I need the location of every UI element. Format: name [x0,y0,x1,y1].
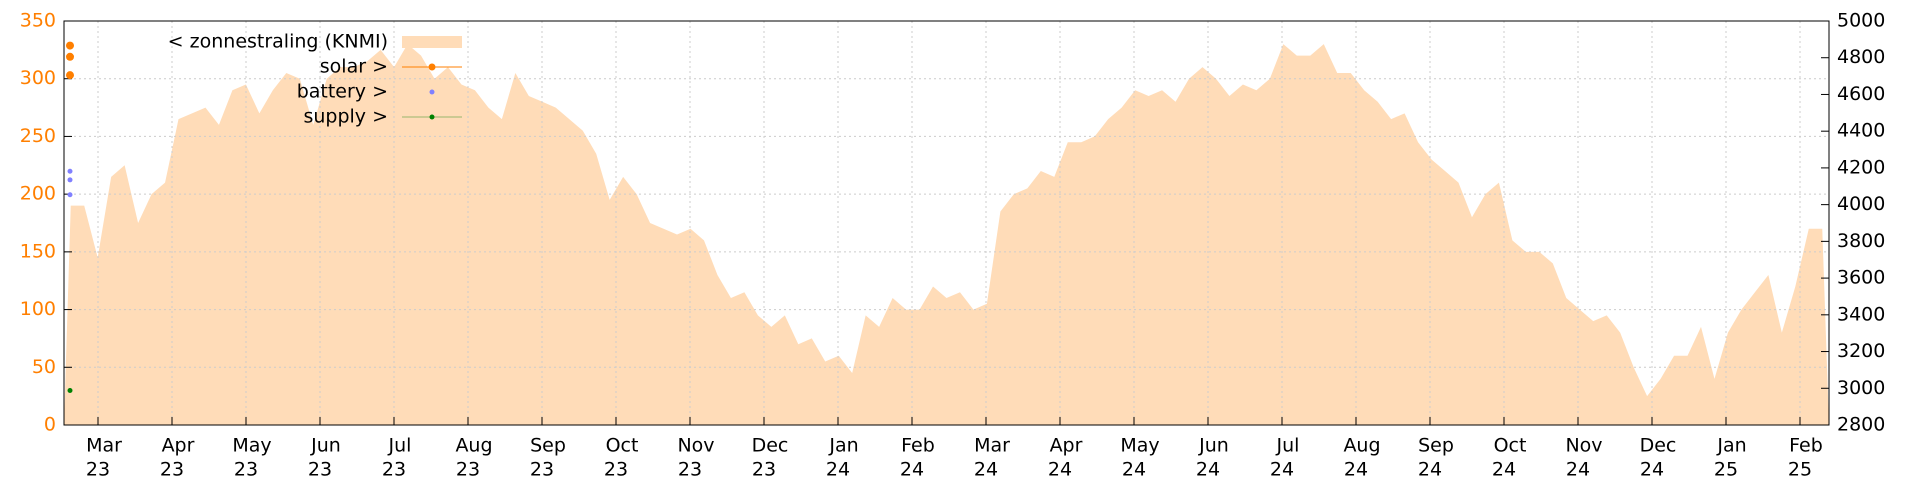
x-tick-label: Dec [752,435,789,457]
x-tick-label: 24 [974,459,998,480]
legend-marker [429,114,435,120]
x-tick-label: Jul [388,435,412,457]
x-tick-label: Sep [530,435,566,457]
y-tick-label: 150 [20,240,56,262]
legend-label: supply > [303,106,388,128]
x-tick-label: 24 [1196,459,1220,480]
y-tick-label: 350 [20,10,56,32]
x-tick-label: 24 [1122,459,1146,480]
y2-tick-label: 4800 [1837,46,1885,68]
y-tick-label: 300 [20,67,56,89]
y2-tick-label: 4600 [1837,83,1885,105]
x-tick-label: Feb [901,435,935,457]
x-tick-label: May [1120,435,1159,457]
y2-tick-label: 2800 [1837,414,1885,436]
x-tick-label: Jan [828,435,858,457]
y2-tick-label: 4000 [1837,193,1885,215]
legend-label: solar > [320,56,388,78]
legend-swatch [402,36,462,48]
point [66,52,74,61]
x-tick-label: Mar [86,435,122,457]
x-tick-label: 23 [752,459,776,480]
x-tick-label: Mar [974,435,1010,457]
legend-label: battery > [297,81,388,103]
x-tick-label: 25 [1714,459,1738,480]
x-tick-label: 24 [1048,459,1072,480]
x-tick-label: Sep [1418,435,1454,457]
x-tick-label: Jan [1716,435,1746,457]
x-tick-label: Apr [162,435,195,457]
y2-tick-label: 4200 [1837,156,1885,178]
x-tick-label: Oct [1494,435,1527,457]
y2-tick-label: 3000 [1837,377,1885,399]
x-tick-label: Aug [1343,435,1380,457]
point [66,41,74,50]
y-tick-label: 100 [20,298,56,320]
x-tick-label: 24 [826,459,850,480]
x-tick-label: Jul [1276,435,1300,457]
point [67,192,73,198]
area [64,44,1829,425]
x-tick-label: Oct [606,435,639,457]
x-tick-label: Nov [677,435,714,457]
x-tick-label: 23 [678,459,702,480]
point [67,177,73,183]
x-tick-label: Apr [1050,435,1083,457]
x-tick-label: Nov [1565,435,1602,457]
x-tick-label: Jun [310,435,341,457]
y-tick-label: 250 [20,125,56,147]
legend-label: < zonnestraling (KNMI) [168,31,388,53]
x-tick-label: 23 [160,459,184,480]
y2-tick-label: 3600 [1837,267,1885,289]
x-tick-label: 24 [1640,459,1664,480]
x-tick-label: 23 [530,459,554,480]
y-tick-label: 50 [32,356,56,378]
x-tick-label: 24 [1566,459,1590,480]
y2-tick-label: 3800 [1837,230,1885,252]
x-tick-label: Jun [1198,435,1229,457]
legend-marker [428,63,436,71]
x-tick-label: 24 [1344,459,1368,480]
y2-tick-label: 3400 [1837,303,1885,325]
x-tick-label: 24 [1418,459,1442,480]
x-tick-label: Aug [455,435,492,457]
x-tick-label: 23 [456,459,480,480]
y2-tick-label: 4400 [1837,120,1885,142]
point [66,71,74,80]
x-tick-label: 23 [382,459,406,480]
y-tick-label: 200 [20,183,56,205]
y2-tick-label: 3200 [1837,340,1885,362]
x-tick-label: 23 [86,459,110,480]
x-tick-label: Feb [1789,435,1823,457]
x-tick-label: 23 [308,459,332,480]
x-tick-label: 23 [234,459,258,480]
legend-marker [429,89,435,95]
point [67,387,73,393]
x-tick-label: 23 [604,459,628,480]
x-tick-label: 24 [1492,459,1516,480]
y-tick-label: 0 [44,414,56,436]
point [67,168,73,174]
x-tick-label: 24 [1270,459,1294,480]
x-tick-label: 24 [900,459,924,480]
x-tick-label: May [232,435,271,457]
x-tick-label: 25 [1788,459,1812,480]
x-tick-label: Dec [1640,435,1677,457]
plot-frame [63,20,1830,426]
y2-tick-label: 5000 [1837,10,1885,32]
